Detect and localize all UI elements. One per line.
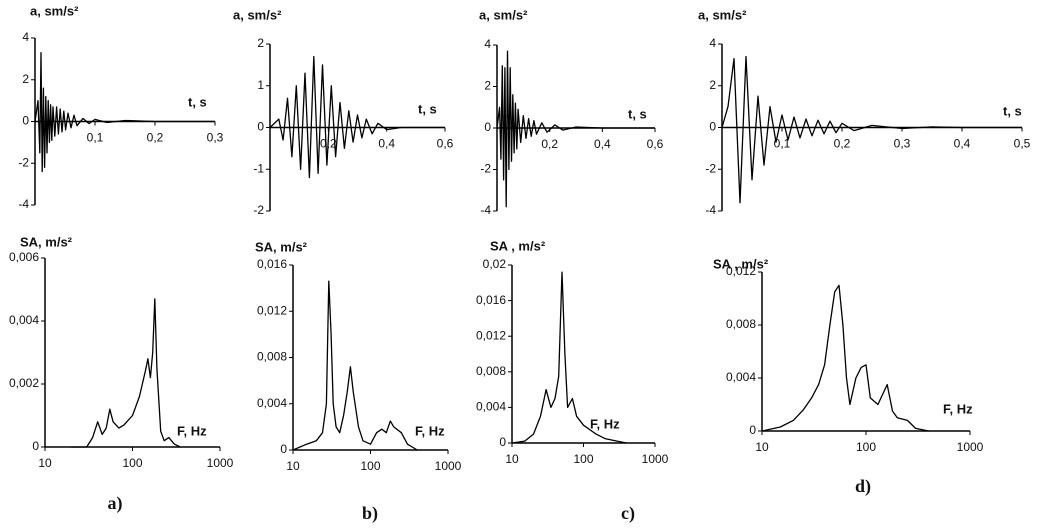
y-tick-label: 0 [499,435,506,449]
y-tick-label: 0,016 [257,257,287,271]
y-axis-title: a, sm/s² [233,7,282,22]
x-tick-label: 0,2 [147,131,164,145]
y-tick-label: 0,008 [726,317,756,331]
panel-label: a) [108,493,123,514]
panel-label: c) [621,503,635,524]
y-tick-label: 0 [22,114,29,128]
x-axis-title: t, s [188,94,207,109]
data-line [34,51,215,173]
x-tick-label: 0,3 [894,137,911,151]
x-tick-label: 1000 [957,440,984,454]
y-axis-title: SA , m/s² [713,256,769,271]
y-tick-label: 0,004 [476,400,506,414]
y-tick-label: 0,004 [9,313,39,327]
y-tick-label: 2 [709,78,716,92]
y-tick-label: 0,016 [476,293,506,307]
data-line [496,50,655,208]
y-tick-label: -2 [18,155,29,169]
y-tick-label: -4 [18,197,29,211]
y-tick-label: 0,008 [257,350,287,364]
x-tick-label: 0,4 [594,137,611,151]
x-tick-label: 0,6 [437,137,454,151]
panel-label: b) [362,503,378,524]
x-tick-label: 0,1 [774,137,791,151]
data-line [511,271,627,444]
x-tick-label: 0,4 [954,137,971,151]
x-tick-label: 0,5 [1014,137,1031,151]
y-tick-label: -4 [705,203,716,217]
y-tick-label: 0,002 [9,376,39,390]
x-axis-title: F, Hz [590,416,620,431]
data-line [761,284,929,432]
x-tick-label: 0,3 [207,131,224,145]
y-tick-label: 2 [257,36,264,50]
x-axis-title: t, s [1003,103,1022,118]
y-tick-label: 0,008 [476,364,506,378]
y-tick-label: 0,004 [257,396,287,410]
x-tick-label: 100 [360,459,380,473]
y-axis-title: a, sm/s² [479,7,528,22]
x-tick-label: 100 [122,456,142,470]
y-axis-title: a, sm/s² [30,3,79,18]
y-tick-label: -2 [480,162,491,176]
y-axis-title: SA, m/s² [255,239,308,254]
y-tick-label: 0 [257,120,264,134]
y-tick-label: 0,02 [483,257,507,271]
y-tick-label: 0,012 [726,264,756,278]
x-tick-label: 10 [505,452,519,466]
x-tick-label: 10 [38,456,52,470]
data-line [269,55,445,179]
y-tick-label: 0 [709,120,716,134]
x-tick-label: 1000 [435,459,462,473]
y-tick-label: 0,004 [726,370,756,384]
y-tick-label: 0 [484,120,491,134]
x-tick-label: 0,4 [378,137,395,151]
x-tick-label: 0,6 [647,137,664,151]
x-axis-title: t, s [418,101,437,116]
x-axis-title: F, Hz [177,423,207,438]
y-tick-label: 1 [257,78,264,92]
y-tick-label: 4 [709,36,716,50]
y-axis-title: SA, m/s² [20,234,73,249]
panel-label: d) [855,476,871,497]
y-tick-label: 0 [280,442,287,456]
y-tick-label: 0 [32,439,39,453]
x-tick-label: 10 [286,459,300,473]
y-tick-label: -1 [253,161,264,175]
y-axis-title: SA , m/s² [490,238,546,253]
y-tick-label: 2 [22,72,29,86]
y-tick-label: 4 [484,37,491,51]
data-line [71,298,181,448]
x-axis-title: t, s [628,106,647,121]
y-tick-label: 0,006 [9,250,39,264]
x-tick-label: 100 [856,440,876,454]
y-tick-label: 2 [484,79,491,93]
data-line [721,55,1022,204]
y-axis-title: a, sm/s² [698,7,747,22]
y-tick-label: 0 [749,423,756,437]
y-tick-label: -2 [253,203,264,217]
x-tick-label: 1000 [207,456,234,470]
y-tick-label: 0,012 [257,303,287,317]
y-tick-label: -4 [480,203,491,217]
y-tick-label: -2 [705,161,716,175]
x-tick-label: 10 [755,440,769,454]
x-tick-label: 0,2 [834,137,851,151]
x-tick-label: 0,1 [87,131,104,145]
x-axis-title: F, Hz [415,423,445,438]
data-line [292,280,418,451]
y-tick-label: 0,012 [476,328,506,342]
y-tick-label: 4 [22,30,29,44]
x-tick-label: 0,2 [541,137,558,151]
x-tick-label: 100 [573,452,593,466]
x-axis-title: F, Hz [943,401,973,416]
x-tick-label: 1000 [642,452,669,466]
